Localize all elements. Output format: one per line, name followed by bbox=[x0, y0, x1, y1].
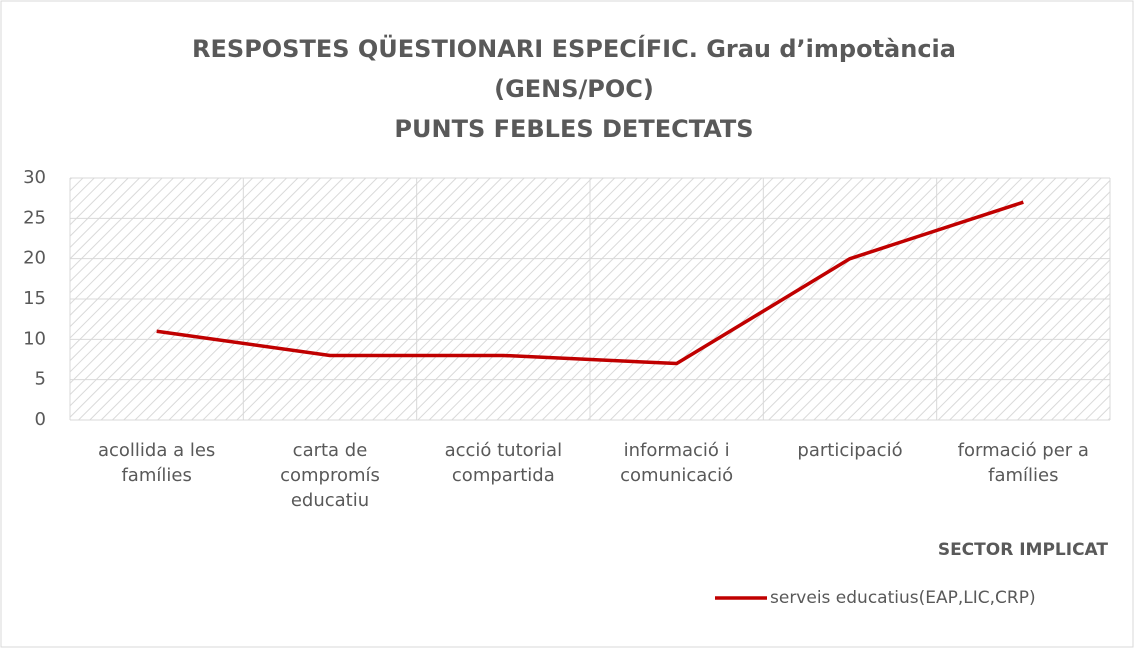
y-tick-label: 5 bbox=[35, 369, 46, 390]
x-tick-label: acció tutorial compartida bbox=[444, 440, 563, 486]
y-tick-label: 0 bbox=[35, 409, 46, 430]
chart-title: PUNTS FEBLES DETECTATS bbox=[394, 115, 753, 143]
y-tick-label: 10 bbox=[23, 328, 46, 349]
x-tick-label: acollida a les famílies bbox=[97, 440, 216, 486]
x-tick-label: carta de compromís educatiu bbox=[280, 440, 380, 511]
y-tick-label: 30 bbox=[23, 167, 46, 188]
y-tick-label: 25 bbox=[23, 207, 46, 228]
x-tick-label: formació per a famílies bbox=[957, 440, 1089, 486]
y-tick-label: 20 bbox=[23, 248, 46, 269]
x-tick-label: participació bbox=[797, 440, 903, 461]
x-tick-label: informació i comunicació bbox=[620, 440, 734, 486]
x-axis-label: SECTOR IMPLICAT bbox=[938, 540, 1109, 560]
y-tick-label: 15 bbox=[23, 288, 46, 309]
legend-label: serveis educatius(EAP,LIC,CRP) bbox=[770, 588, 1036, 608]
chart-title: (GENS/POC) bbox=[494, 75, 654, 103]
chart-title: RESPOSTES QÜESTIONARI ESPECÍFIC. Grau d’… bbox=[192, 33, 956, 63]
data-line bbox=[156, 200, 1024, 366]
